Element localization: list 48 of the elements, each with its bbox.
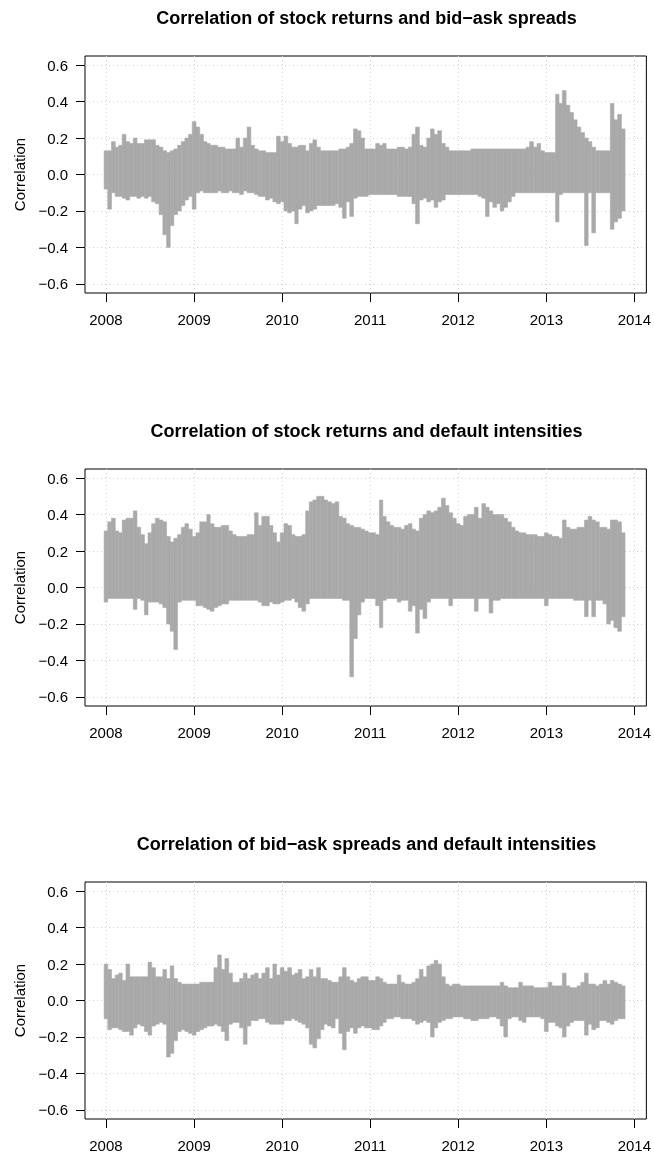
x-tick-label: 2014 [617,1137,651,1154]
x-tick-label: 2014 [617,724,651,741]
x-tick-label: 2008 [89,724,123,741]
y-tick-label: −0.2 [38,1028,68,1046]
y-axis-title: Correlation [11,963,29,1038]
x-tick-label: 2010 [265,1137,299,1154]
x-tick-label: 2008 [89,1137,123,1154]
x-tick-label: 2009 [177,311,211,328]
y-tick-label: −0.6 [38,1101,68,1119]
y-tick-label: 0.0 [47,579,68,596]
x-tick-label: 2010 [265,724,299,741]
x-tick-label: 2013 [529,724,564,741]
y-tick-label: 0.4 [47,506,68,524]
y-tick-label: −0.2 [38,202,68,220]
y-tick-label: 0.2 [47,542,68,560]
y-tick-label: −0.6 [38,275,68,293]
x-tick-label: 2009 [177,724,211,741]
chart-title: Correlation of stock returns and default intensities [150,421,583,441]
y-tick-label: 0.6 [47,882,68,900]
y-tick-label: 0.2 [47,955,68,973]
y-tick-label: −0.6 [38,688,68,706]
x-tick-label: 2011 [354,1137,387,1154]
x-tick-label: 2008 [89,311,123,328]
y-tick-label: 0.6 [47,469,68,487]
x-tick-label: 2013 [529,311,564,328]
y-axis-title: Correlation [11,137,29,212]
y-tick-label: 0.6 [47,56,68,74]
y-tick-label: −0.4 [38,238,68,256]
x-tick-label: 2011 [354,311,387,328]
y-tick-label: 0.0 [47,166,68,183]
y-tick-label: −0.4 [38,651,68,669]
y-axis-title: Correlation [11,550,29,625]
x-tick-label: 2012 [441,724,475,741]
y-tick-label: 0.0 [47,992,68,1009]
chart-title: Correlation of stock returns and bid−ask spreads [156,8,577,28]
y-tick-label: 0.2 [47,129,68,147]
y-tick-label: −0.4 [38,1064,68,1082]
x-tick-label: 2012 [441,1137,475,1154]
x-tick-label: 2009 [177,1137,211,1154]
x-tick-label: 2010 [265,311,299,328]
chart-title: Correlation of bid−ask spreads and default intensities [136,834,597,854]
y-tick-label: −0.2 [38,615,68,633]
x-tick-label: 2014 [617,311,651,328]
x-tick-label: 2013 [529,1137,564,1154]
y-tick-label: 0.4 [47,919,68,937]
x-tick-label: 2012 [441,311,475,328]
y-tick-label: 0.4 [47,93,68,111]
x-tick-label: 2011 [354,724,387,741]
